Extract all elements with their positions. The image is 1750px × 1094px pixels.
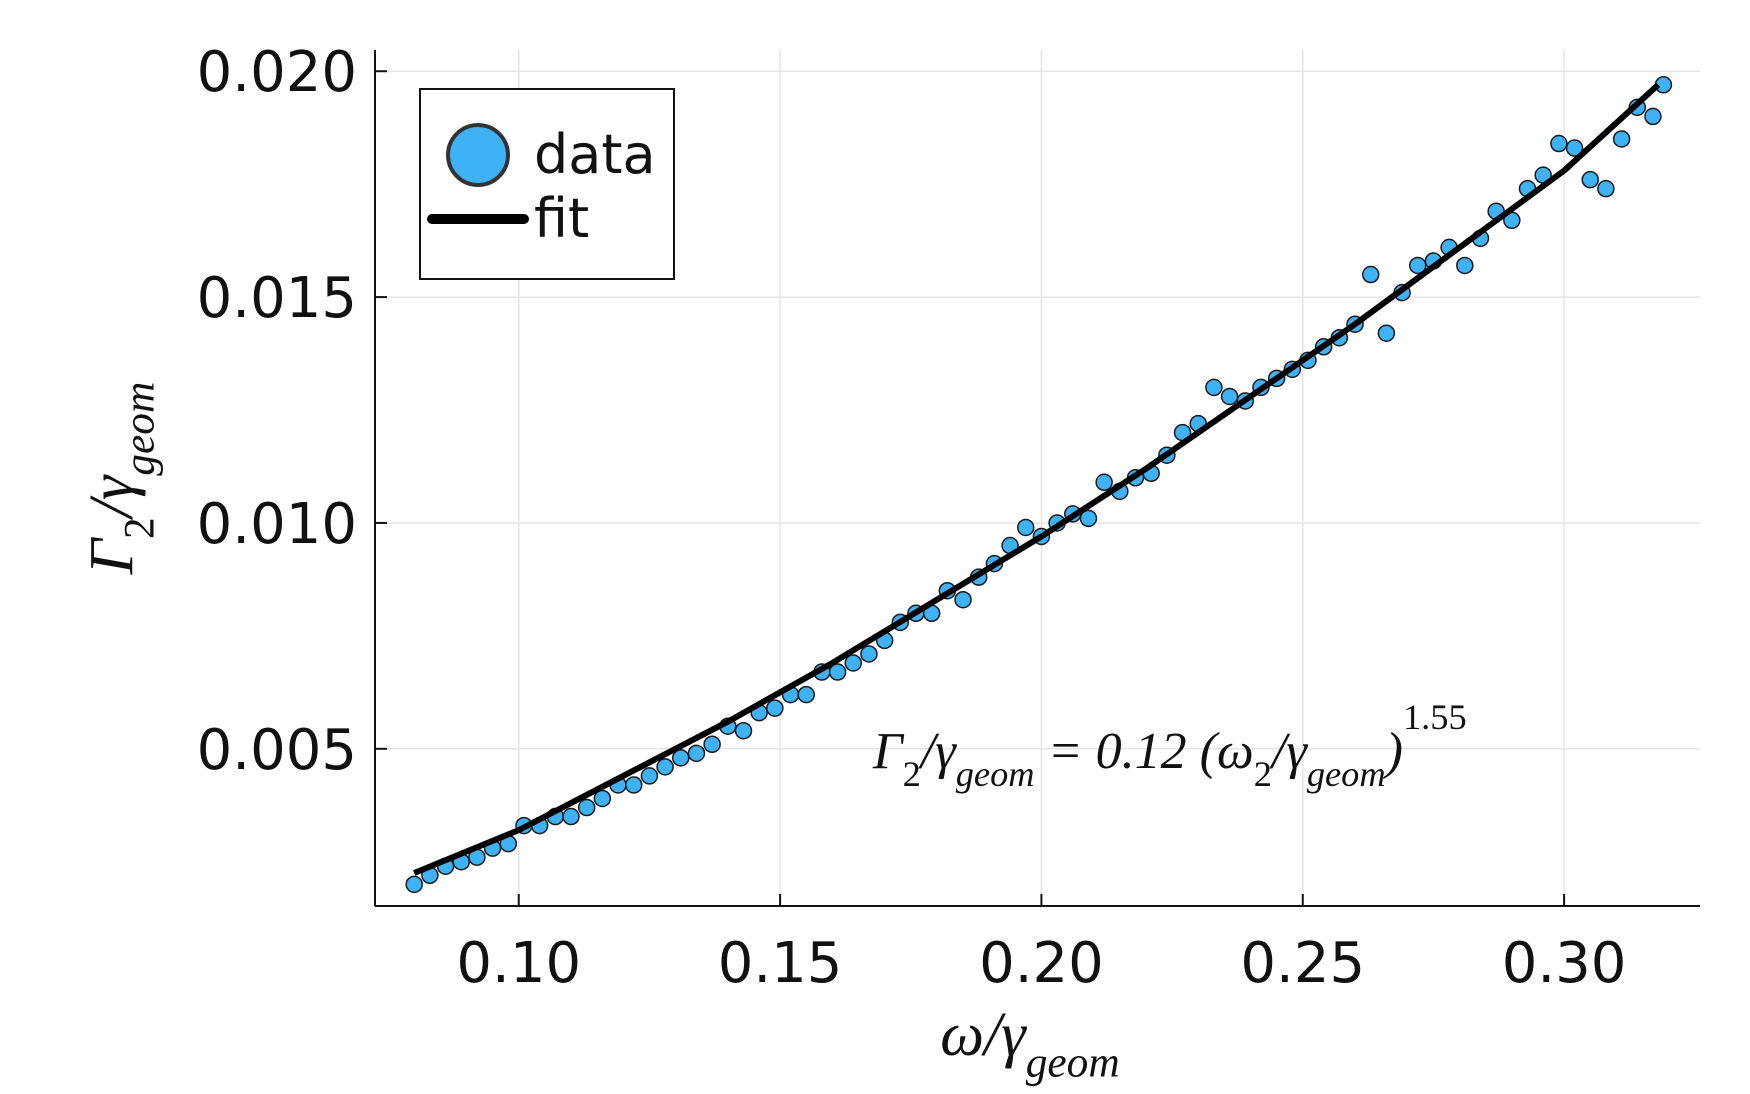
data-point <box>1565 139 1584 157</box>
math-part: /γ <box>918 723 957 780</box>
data-point <box>1550 134 1568 153</box>
data-point <box>703 735 721 754</box>
data-point <box>797 685 815 704</box>
data-point <box>1079 509 1098 528</box>
y-tick-label: 0.015 <box>197 266 357 331</box>
math-part: geom <box>116 382 164 476</box>
x-tick-label: 0.30 <box>1502 931 1627 996</box>
data-point <box>828 663 847 681</box>
data-point <box>593 789 612 808</box>
data-point <box>860 645 878 663</box>
data-point <box>656 758 674 776</box>
math-part: 1.55 <box>1403 697 1467 737</box>
y-tick-label: 0.020 <box>197 40 357 105</box>
math-part: geom <box>956 754 1035 794</box>
data-point <box>624 776 643 794</box>
data-point <box>1205 378 1223 397</box>
data-point <box>1456 256 1474 275</box>
math-part: /γ <box>1269 723 1308 780</box>
y-tick-label: 0.005 <box>197 718 357 783</box>
legend-label: fit <box>534 187 589 250</box>
math-part: 2 <box>903 754 921 794</box>
data-point <box>1597 179 1615 198</box>
y-tick-label: 0.010 <box>197 492 357 557</box>
data-point <box>766 699 784 717</box>
data-point <box>1644 107 1662 126</box>
data-point <box>672 749 690 767</box>
data-point <box>562 807 580 826</box>
math-part: geom <box>1307 754 1386 794</box>
x-tick-label: 0.10 <box>456 931 581 996</box>
math-part: 2 <box>1254 754 1272 794</box>
x-tick-label: 0.25 <box>1240 931 1365 996</box>
legend-box <box>419 88 675 280</box>
legend-label: data <box>534 123 656 186</box>
data-point <box>844 654 863 672</box>
data-point <box>577 798 596 817</box>
fit-line <box>413 82 1661 876</box>
annotation: Γ2/γgeom = 0.12 (ω2/γgeom)1.55 <box>872 697 1467 794</box>
math-part: 2 <box>116 517 164 539</box>
math-part: ω/γ <box>940 1001 1027 1069</box>
data-point <box>954 590 972 609</box>
x-tick-label: 0.15 <box>718 931 843 996</box>
data-point <box>1612 130 1631 148</box>
data-point <box>405 875 423 894</box>
data-point <box>734 721 753 740</box>
data-point <box>640 767 659 785</box>
data-point <box>1220 387 1239 406</box>
data-point <box>1581 170 1599 189</box>
y-axis-label: Γ2/γgeom <box>78 382 164 576</box>
legend-symbol <box>446 123 510 187</box>
data-point <box>1409 256 1427 275</box>
math-part: geom <box>1026 1039 1120 1087</box>
math-part: = 0.12 (ω <box>1035 723 1254 780</box>
math-part: Γ <box>872 723 905 780</box>
math-part: Γ <box>78 536 146 575</box>
data-point <box>1377 324 1396 342</box>
data-point <box>1095 473 1113 492</box>
data-point <box>1361 265 1380 284</box>
math-part: ) <box>1383 723 1403 780</box>
math-part: /γ <box>78 474 146 520</box>
x-axis-label: ω/γgeom <box>940 1001 1119 1087</box>
x-tick-label: 0.20 <box>979 931 1104 996</box>
data-point <box>1016 518 1035 537</box>
data-point <box>687 744 706 763</box>
